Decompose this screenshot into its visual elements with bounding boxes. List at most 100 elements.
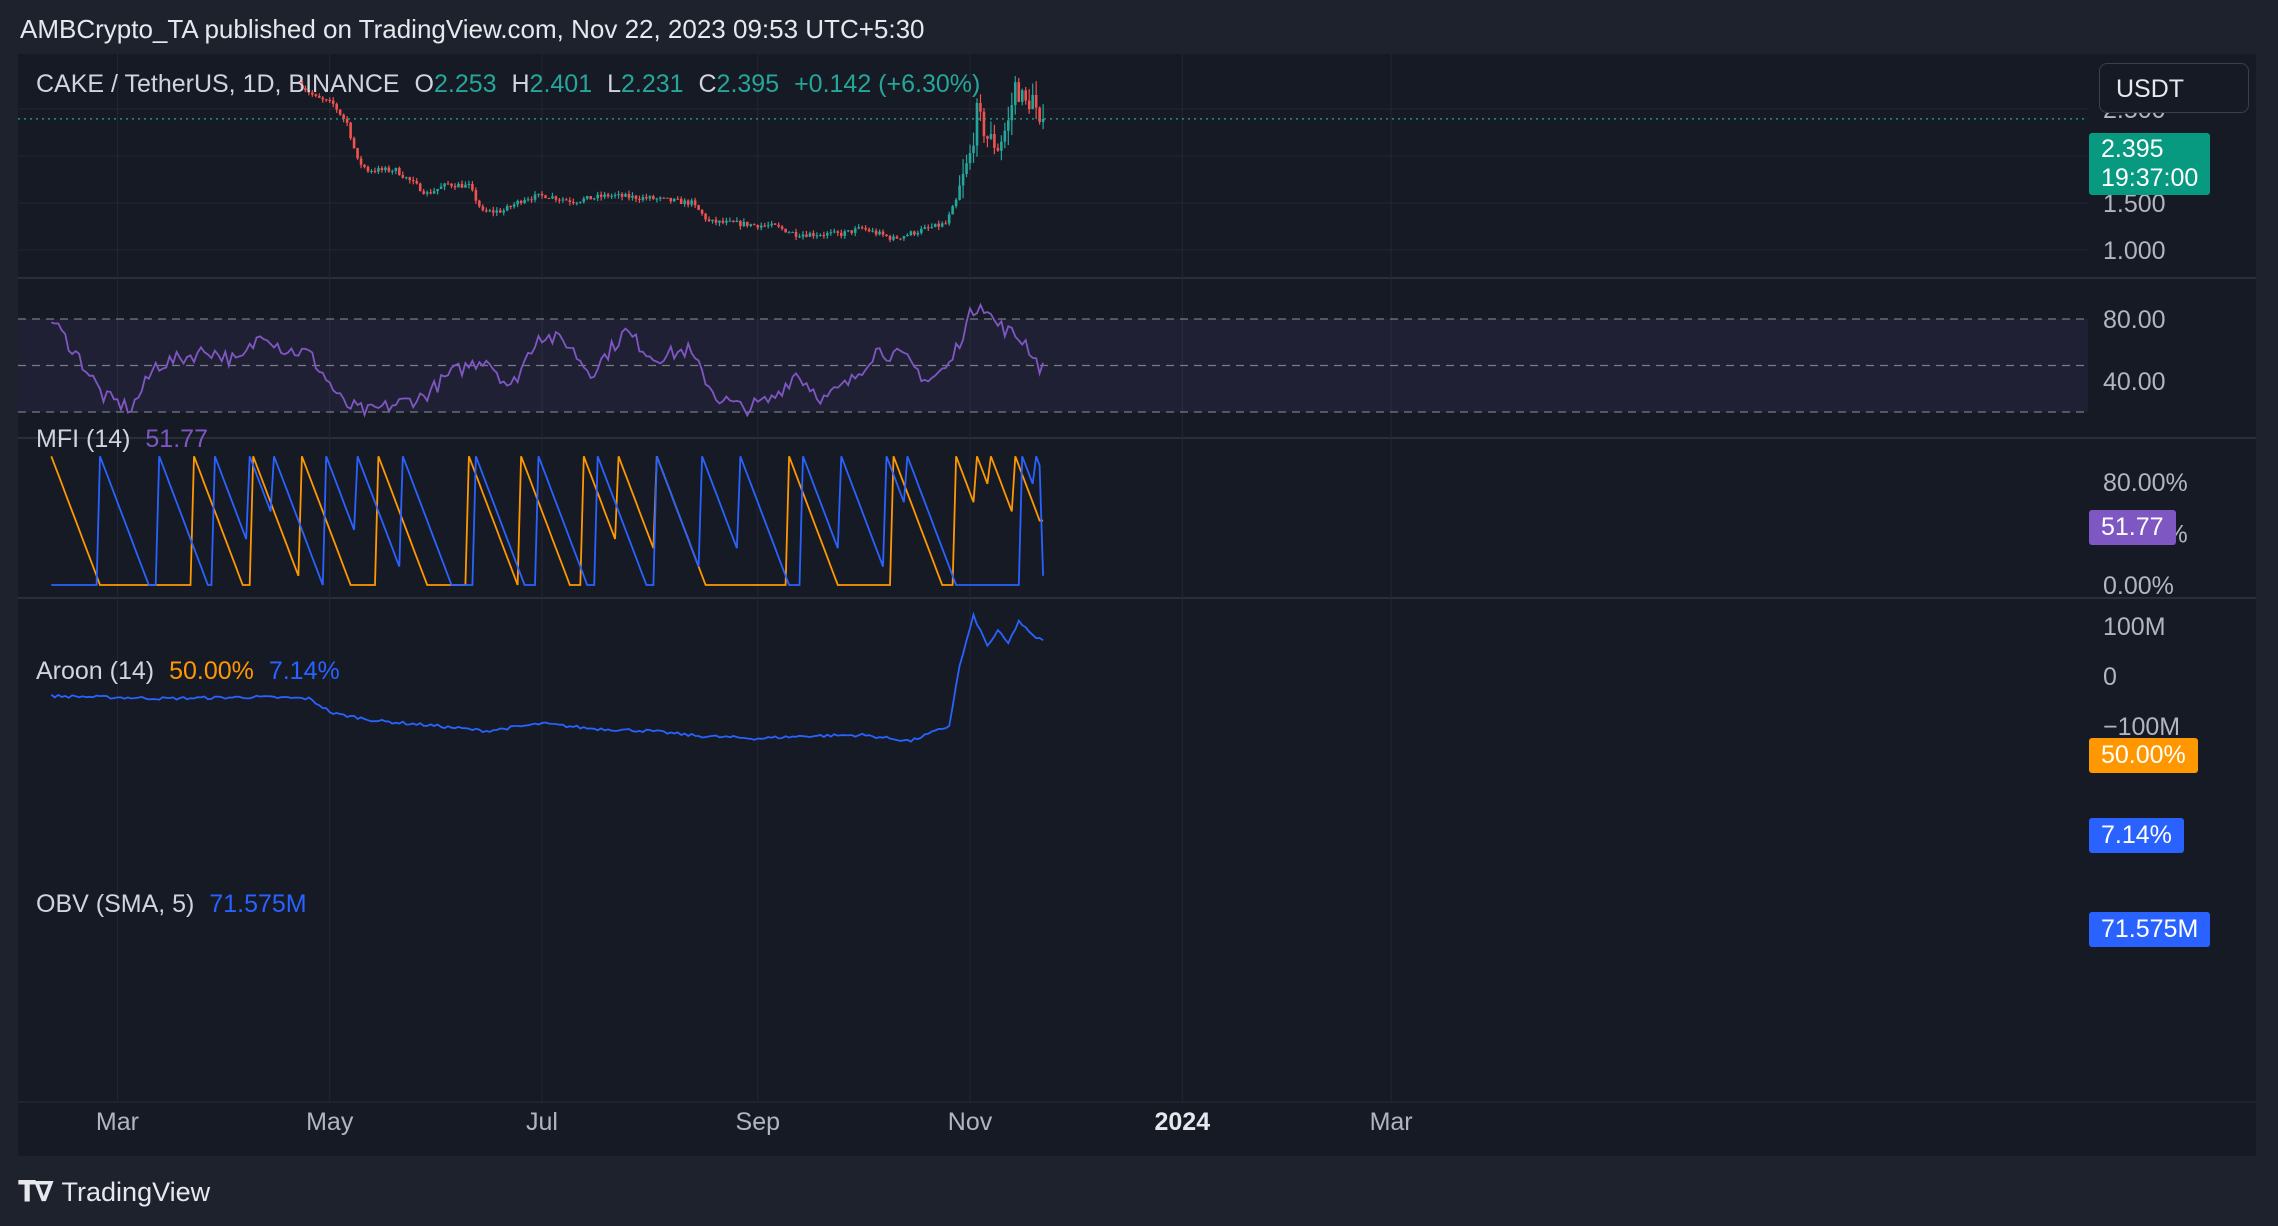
candle-body xyxy=(937,223,941,227)
candle-body xyxy=(986,136,989,139)
time-axis-tick-label: Sep xyxy=(736,1108,780,1136)
bar-countdown: 19:37:00 xyxy=(2101,164,2199,192)
candle-body xyxy=(672,198,676,202)
candle-body xyxy=(1007,120,1010,131)
mfi-legend: MFI (14) 51.77 xyxy=(36,425,216,454)
candle-body xyxy=(652,196,655,200)
candle-body xyxy=(787,232,791,234)
chart-area[interactable]: MarMayJulSepNov2024Mar1.0001.5002.0002.5… xyxy=(18,54,2256,1156)
symbol-label[interactable]: CAKE / TetherUS, 1D, BINANCE xyxy=(36,70,400,98)
candle-body xyxy=(356,148,359,159)
currency-button[interactable]: USDT xyxy=(2099,63,2249,113)
candle-body xyxy=(697,205,700,210)
candle-body xyxy=(1017,82,1021,102)
candle-body xyxy=(533,194,537,200)
candle-body xyxy=(926,227,930,229)
aroon-legend: Aroon (14) 50.00% 7.14% xyxy=(36,657,348,686)
aroon-down-value: 7.14% xyxy=(268,657,340,685)
candle-body xyxy=(746,221,749,226)
candle-body xyxy=(453,186,457,188)
time-axis-tick-label: May xyxy=(306,1108,354,1136)
aroon-label[interactable]: Aroon (14) xyxy=(36,657,155,685)
candle-body xyxy=(801,234,805,237)
mfi-label[interactable]: MFI (14) xyxy=(36,425,131,453)
candle-body xyxy=(338,109,342,115)
candle-body xyxy=(498,210,502,213)
candle-body xyxy=(394,167,398,172)
candle-body xyxy=(578,201,582,203)
obv-value: 71.575M xyxy=(209,890,307,918)
obv-axis-tick-label: 100M xyxy=(2103,613,2166,641)
candle-body xyxy=(495,210,499,213)
candle-body xyxy=(683,200,686,204)
candle-body xyxy=(867,229,871,232)
candle-body xyxy=(961,173,965,186)
candle-body xyxy=(401,175,405,178)
aroon-up-value: 50.00% xyxy=(169,657,254,685)
candle-body xyxy=(982,111,986,137)
candle-body xyxy=(721,220,725,223)
candle-body xyxy=(537,193,540,195)
candle-body xyxy=(575,202,579,204)
candle-body xyxy=(599,194,603,197)
candle-body xyxy=(384,167,387,171)
aroon-up-line xyxy=(50,455,1044,586)
candle-body xyxy=(502,210,506,213)
candle-body xyxy=(488,210,492,212)
candle-body xyxy=(596,194,599,199)
obv-label[interactable]: OBV (SMA, 5) xyxy=(36,890,195,918)
candle-body xyxy=(446,183,450,185)
candle-body xyxy=(627,193,631,198)
candle-body xyxy=(544,195,547,199)
candle-body xyxy=(491,210,495,213)
candle-body xyxy=(613,195,617,197)
candle-body xyxy=(505,205,509,211)
price-legend: CAKE / TetherUS, 1D, BINANCE O2.253 H2.4… xyxy=(36,70,988,99)
candle-body xyxy=(582,198,586,202)
candle-body xyxy=(665,197,669,199)
candle-body xyxy=(363,164,366,167)
candle-body xyxy=(624,193,627,197)
candle-body xyxy=(457,183,460,188)
candle-body xyxy=(432,191,436,194)
candle-body xyxy=(387,167,391,172)
candle-body xyxy=(422,191,425,194)
candle-body xyxy=(377,168,380,172)
candle-body xyxy=(1020,90,1024,102)
mfi-axis-tick-label: 80.00 xyxy=(2103,306,2166,334)
candle-body xyxy=(335,103,338,110)
candle-body xyxy=(429,192,432,194)
chart-canvas[interactable]: MarMayJulSepNov2024Mar1.0001.5002.0002.5… xyxy=(18,54,2256,1156)
candle-body xyxy=(968,153,972,164)
candle-body xyxy=(359,158,363,165)
candle-body xyxy=(686,200,690,205)
candle-body xyxy=(443,183,446,187)
candle-body xyxy=(899,238,902,240)
candle-body xyxy=(822,235,826,237)
candle-body xyxy=(481,206,485,211)
candle-body xyxy=(718,220,721,223)
candle-body xyxy=(972,145,975,154)
candle-body xyxy=(944,223,947,225)
candle-body xyxy=(648,196,652,199)
candle-body xyxy=(317,95,321,98)
candle-body xyxy=(519,200,523,204)
candle-body xyxy=(843,231,847,236)
candle-body xyxy=(756,224,760,228)
candle-body xyxy=(857,227,860,229)
candle-body xyxy=(304,88,307,91)
candle-body xyxy=(933,223,937,227)
candle-body xyxy=(923,227,927,229)
aroon-down-line xyxy=(51,455,1044,586)
candle-body xyxy=(1034,94,1038,108)
candle-body xyxy=(516,200,519,205)
candle-body xyxy=(763,225,767,227)
time-axis-tick-label: Mar xyxy=(96,1108,139,1136)
candle-body xyxy=(391,171,394,173)
candle-body xyxy=(749,224,753,226)
candle-body xyxy=(833,231,836,233)
obv-line xyxy=(50,611,1044,743)
candle-body xyxy=(693,200,697,206)
candle-body xyxy=(860,227,864,229)
footer-brand[interactable]: 𝐓∇ TradingView xyxy=(18,1172,210,1212)
